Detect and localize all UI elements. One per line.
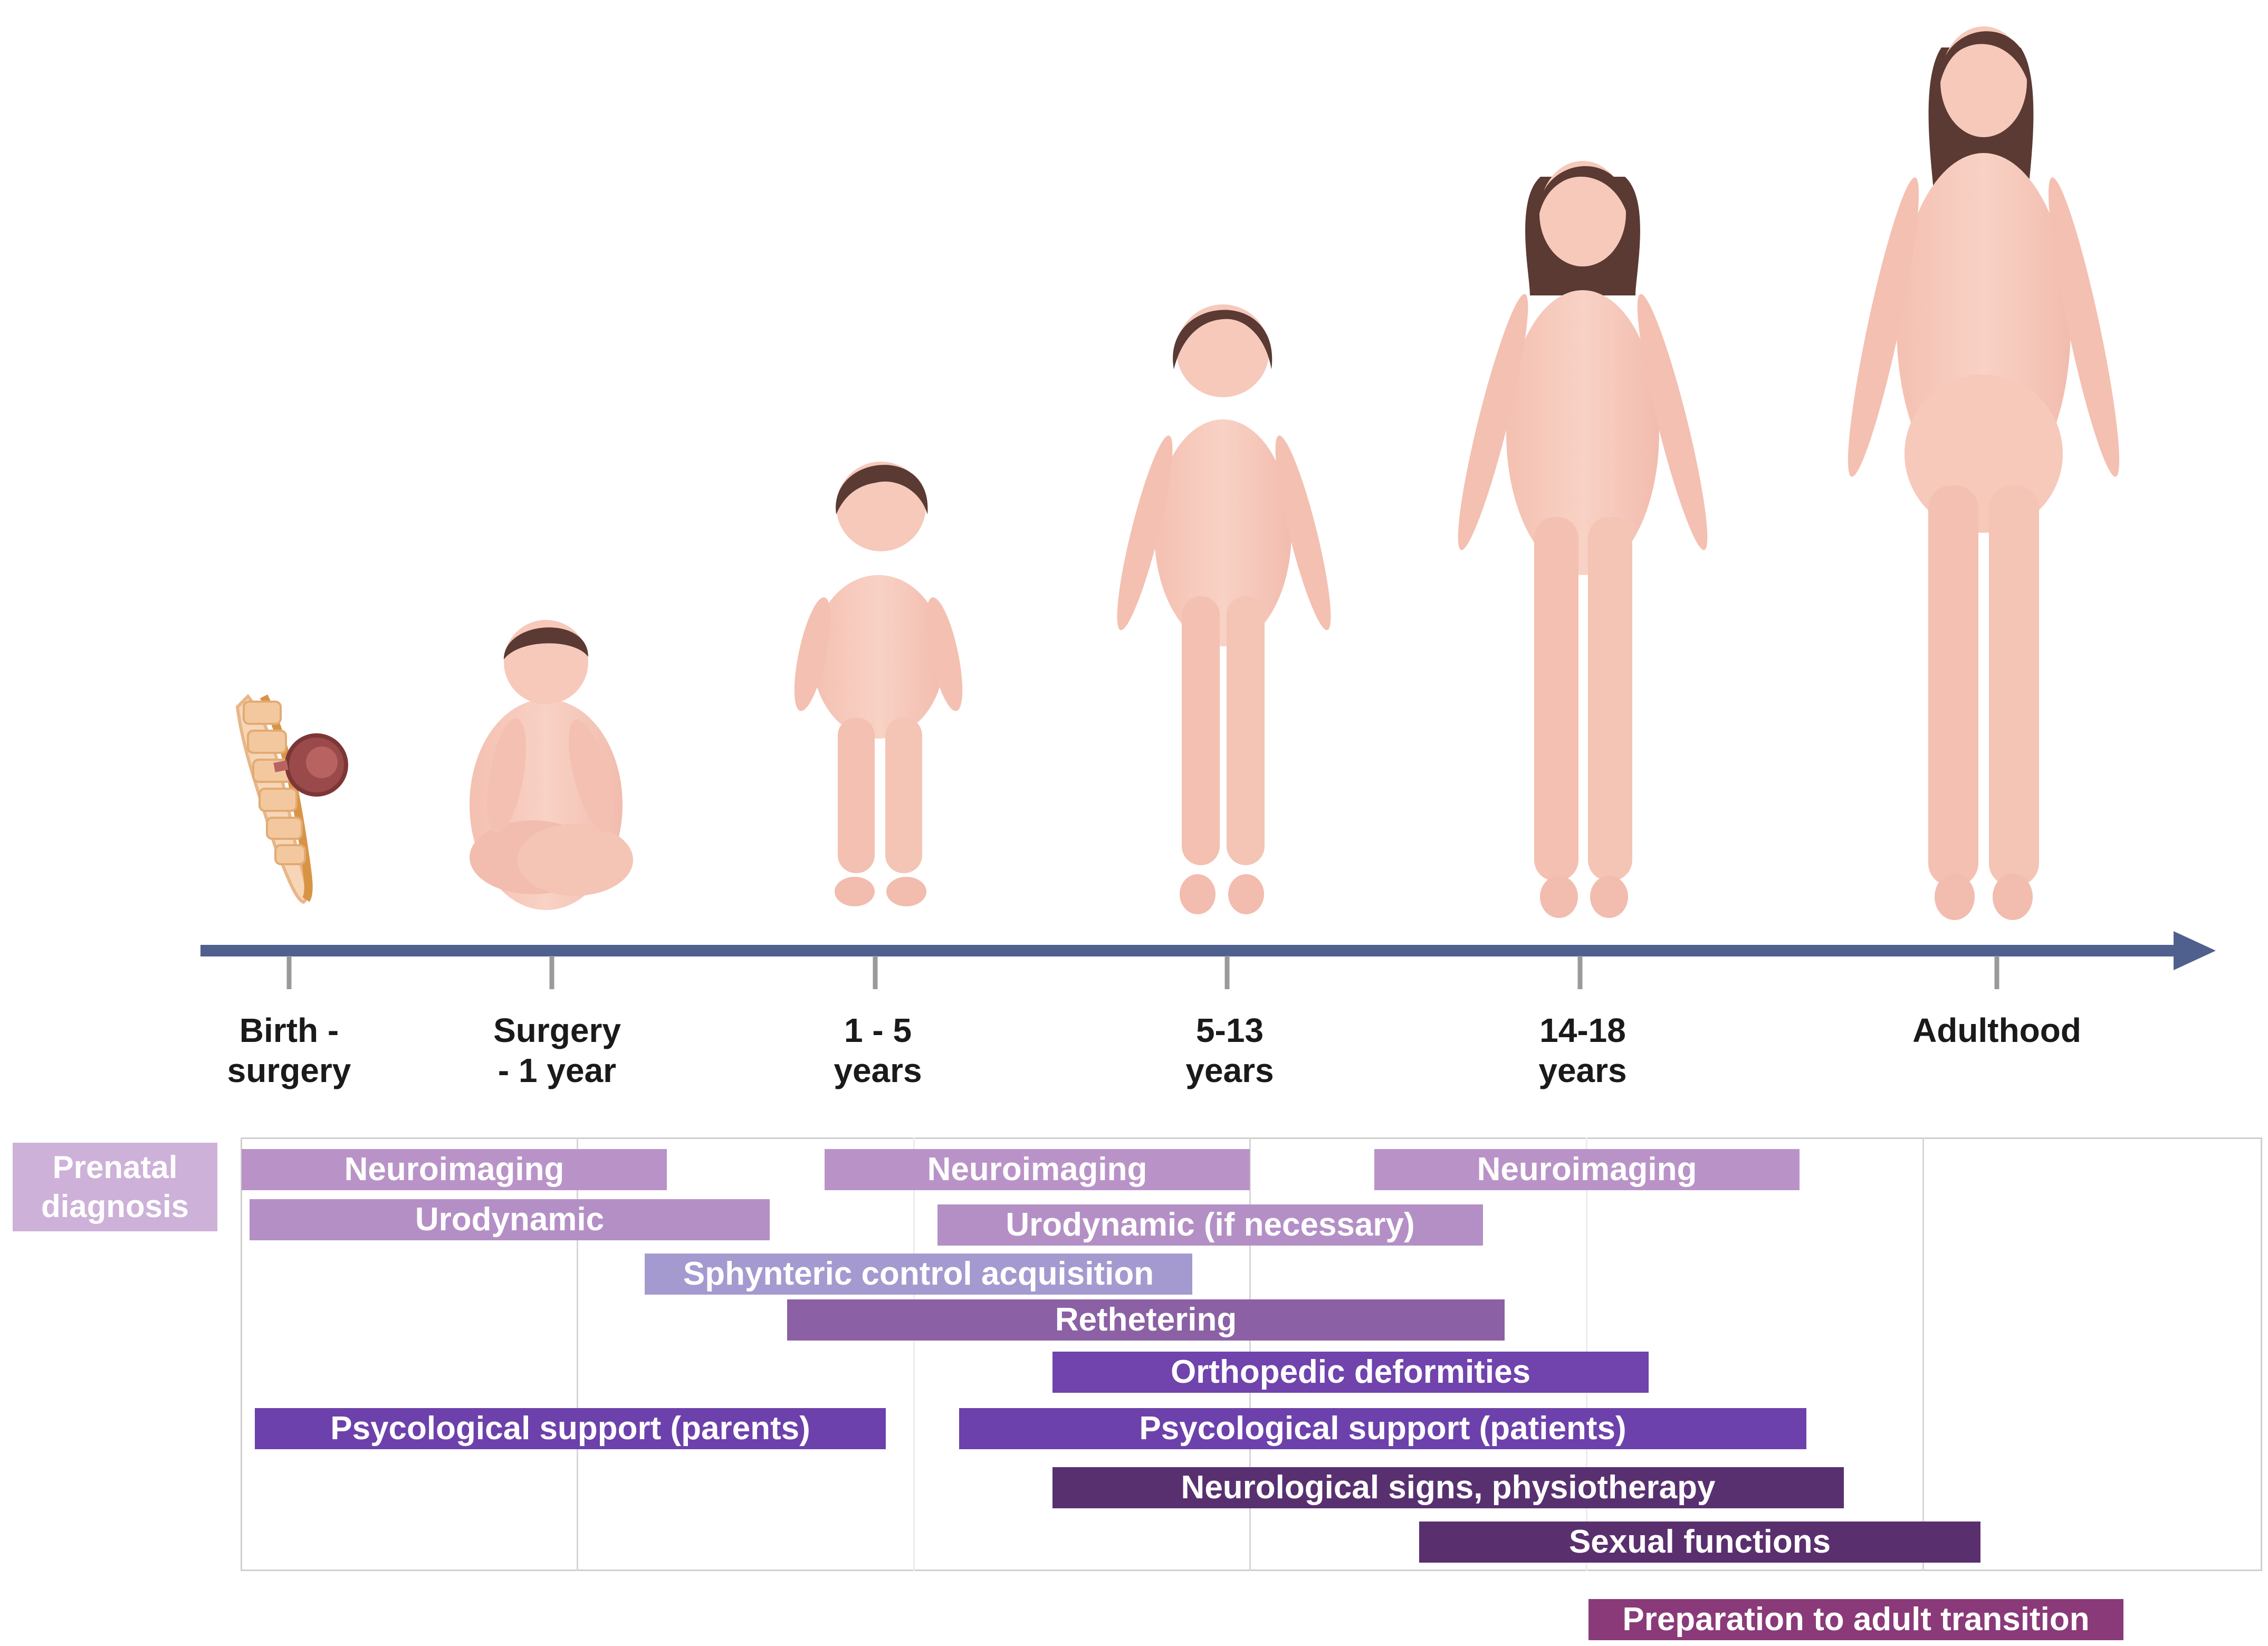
prenatal-diagnosis-box: Prenatal diagnosis [13,1143,217,1231]
stage-label-child: 5-13 years [1185,1011,1274,1089]
teen-figure [1458,161,1708,918]
bar-rethetering: Rethetering [787,1299,1505,1341]
stage-label-birth: Birth - surgery [227,1011,351,1089]
bar-psychological-support-parents: Psycological support (parents) [255,1408,886,1449]
grid-divider [913,1137,915,1571]
bar-sphincteric-control: Sphynteric control acquisition [645,1253,1192,1295]
stage-label-toddler: 1 - 5 years [834,1011,922,1089]
bar-neuroimaging-2: Neuroimaging [825,1149,1250,1190]
bar-neuroimaging-3: Neuroimaging [1374,1149,1800,1190]
bar-psychological-support-patients: Psycological support (patients) [959,1408,1806,1449]
infant-figure [470,620,633,910]
care-timeline-grid [241,1137,2262,1571]
bar-urodynamic: Urodynamic [250,1199,770,1240]
bar-urodynamic-if-necessary: Urodynamic (if necessary) [937,1204,1483,1246]
bar-neurological-signs: Neurological signs, physiotherapy [1052,1467,1844,1508]
spina-bifida-spine-illustration [235,694,348,904]
bar-adult-transition: Preparation to adult transition [1588,1599,2123,1640]
bar-sexual-functions: Sexual functions [1419,1521,1980,1563]
stage-label-adult: Adulthood [1912,1011,2081,1049]
toddler-figure [794,462,963,906]
grid-divider [1922,1137,1924,1571]
stage-label-teen: 14-18 years [1538,1011,1627,1089]
bar-neuroimaging-1: Neuroimaging [242,1149,667,1190]
adult-figure [1848,26,2120,920]
bar-orthopedic-deformities: Orthopedic deformities [1052,1352,1649,1393]
timeline-axis [200,931,2216,989]
stage-label-surgery: Surgery - 1 year [493,1011,621,1089]
child-figure [1117,304,1331,914]
grid-divider [577,1137,578,1571]
